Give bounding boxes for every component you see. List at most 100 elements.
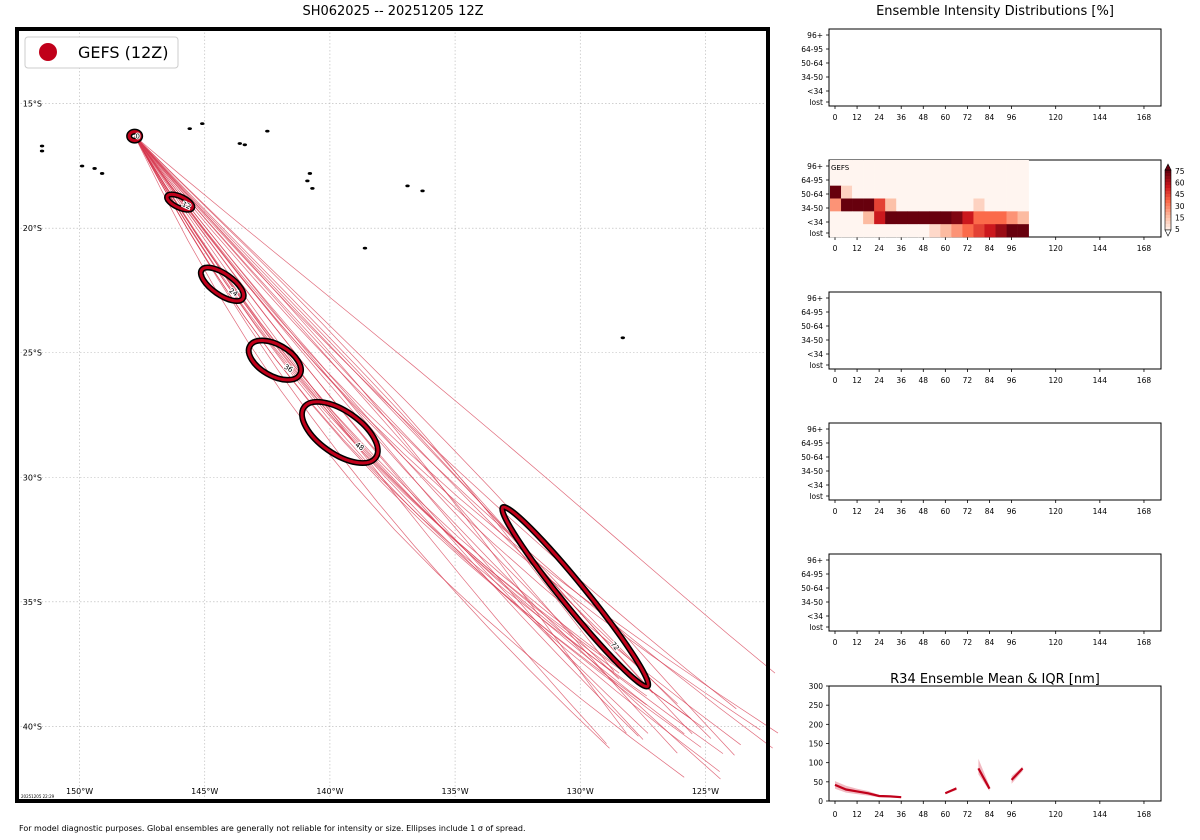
heatmap-cell <box>995 172 1007 186</box>
heatmap-cell <box>995 160 1007 174</box>
heatmap-cell <box>918 185 930 199</box>
ensemble-track <box>134 135 776 674</box>
heatmap-cell <box>863 211 875 225</box>
heatmap-cell <box>841 211 853 225</box>
ensemble-track <box>134 135 704 729</box>
ensemble-track <box>134 135 761 731</box>
r34-mean-line <box>1010 767 1024 781</box>
hour-tick-label: 24 <box>874 244 884 253</box>
heatmap-cell <box>929 224 941 238</box>
hour-tick-label: 120 <box>1049 244 1064 253</box>
island <box>39 144 45 148</box>
r34-mean-line <box>834 783 902 799</box>
heatmap-cell <box>995 198 1007 212</box>
category-label: 96+ <box>807 294 823 303</box>
heatmap-cell <box>973 172 985 186</box>
heatmap-cell <box>940 185 952 199</box>
category-label: <34 <box>807 612 823 621</box>
hour-tick-label: 12 <box>852 113 862 122</box>
heatmap-cell <box>973 185 985 199</box>
colorbar-step <box>1165 197 1171 201</box>
intensity-panel-frame <box>828 422 1162 501</box>
heatmap-cell <box>885 198 897 212</box>
category-label: <34 <box>807 218 823 227</box>
heatmap-cell <box>940 211 952 225</box>
map-islands <box>39 122 626 340</box>
island <box>99 172 105 175</box>
island <box>187 127 192 131</box>
lon-tick-label: 145°W <box>191 787 218 796</box>
hour-tick-label: 120 <box>1049 638 1064 647</box>
colorbar-step <box>1165 200 1171 204</box>
r34-y-tick-label: 300 <box>809 682 824 691</box>
category-label: 50-64 <box>801 59 823 68</box>
heatmap-cell <box>962 224 974 238</box>
hour-tick-label: 168 <box>1137 244 1152 253</box>
hour-tick-label: 84 <box>985 638 995 647</box>
hour-tick-label: 144 <box>1093 244 1108 253</box>
colorbar-extend-bottom <box>1164 229 1172 237</box>
colorbar-step <box>1165 188 1171 192</box>
heatmap-cell <box>984 160 996 174</box>
island <box>362 246 368 250</box>
heatmap-cell <box>863 185 875 199</box>
hour-tick-label: 24 <box>874 507 884 516</box>
r34-x-tick-label: 48 <box>919 810 929 819</box>
heatmap-cell <box>1006 160 1018 174</box>
category-label: 34-50 <box>801 73 823 82</box>
ellipse-hour-label: 0 <box>135 133 139 141</box>
hour-tick-label: 144 <box>1093 113 1108 122</box>
heatmap-cell <box>885 160 897 174</box>
ensemble-track <box>134 135 685 778</box>
colorbar-step <box>1165 221 1171 225</box>
spread-ellipse <box>127 130 142 143</box>
lon-tick-label: 130°W <box>567 787 594 796</box>
heatmap-cell <box>830 198 842 212</box>
island <box>39 149 45 153</box>
heatmap-cell <box>830 211 842 225</box>
heatmap-cell <box>951 211 963 225</box>
heatmap-cell <box>841 185 853 199</box>
hour-tick-label: 48 <box>919 113 929 122</box>
island <box>307 172 313 175</box>
hour-tick-label: 60 <box>941 376 951 385</box>
category-label: <34 <box>807 481 823 490</box>
heatmap-cell <box>1006 185 1018 199</box>
heatmap-cell <box>951 160 963 174</box>
category-label: 50-64 <box>801 190 823 199</box>
heatmap-cell <box>830 160 842 174</box>
hour-tick-label: 36 <box>896 113 906 122</box>
footer-note: For model diagnostic purposes. Global en… <box>19 824 526 833</box>
spread-ellipse <box>165 192 194 212</box>
lon-tick-label: 140°W <box>316 787 343 796</box>
intensity-panel-frame <box>828 553 1162 632</box>
hour-tick-label: 0 <box>833 244 838 253</box>
intensity-panel-frame <box>828 291 1162 370</box>
heatmap-cell <box>962 172 974 186</box>
heatmap-cell <box>852 198 864 212</box>
heatmap-cell <box>929 172 941 186</box>
category-label: 50-64 <box>801 453 823 462</box>
hour-tick-label: 36 <box>896 638 906 647</box>
hour-tick-label: 84 <box>985 113 995 122</box>
island <box>92 167 97 170</box>
heatmap-cell <box>1017 160 1029 174</box>
category-label: 34-50 <box>801 204 823 213</box>
r34-x-tick-label: 96 <box>1007 810 1017 819</box>
hour-tick-label: 24 <box>874 113 884 122</box>
r34-x-tick-label: 168 <box>1137 810 1152 819</box>
colorbar-step <box>1165 212 1171 216</box>
heatmap-series-label: GEFS <box>831 164 850 172</box>
legend-marker <box>39 43 57 61</box>
spread-ellipse <box>199 266 246 303</box>
spread-ellipse <box>500 505 650 689</box>
heatmap-cell <box>951 198 963 212</box>
hour-tick-label: 96 <box>1007 376 1017 385</box>
colorbar-tick-label: 15 <box>1175 213 1185 222</box>
heatmap-cell <box>885 211 897 225</box>
category-label: 50-64 <box>801 584 823 593</box>
heatmap-cell <box>863 160 875 174</box>
colorbar-tick-label: 45 <box>1175 190 1185 199</box>
colorbar-step <box>1165 182 1171 186</box>
